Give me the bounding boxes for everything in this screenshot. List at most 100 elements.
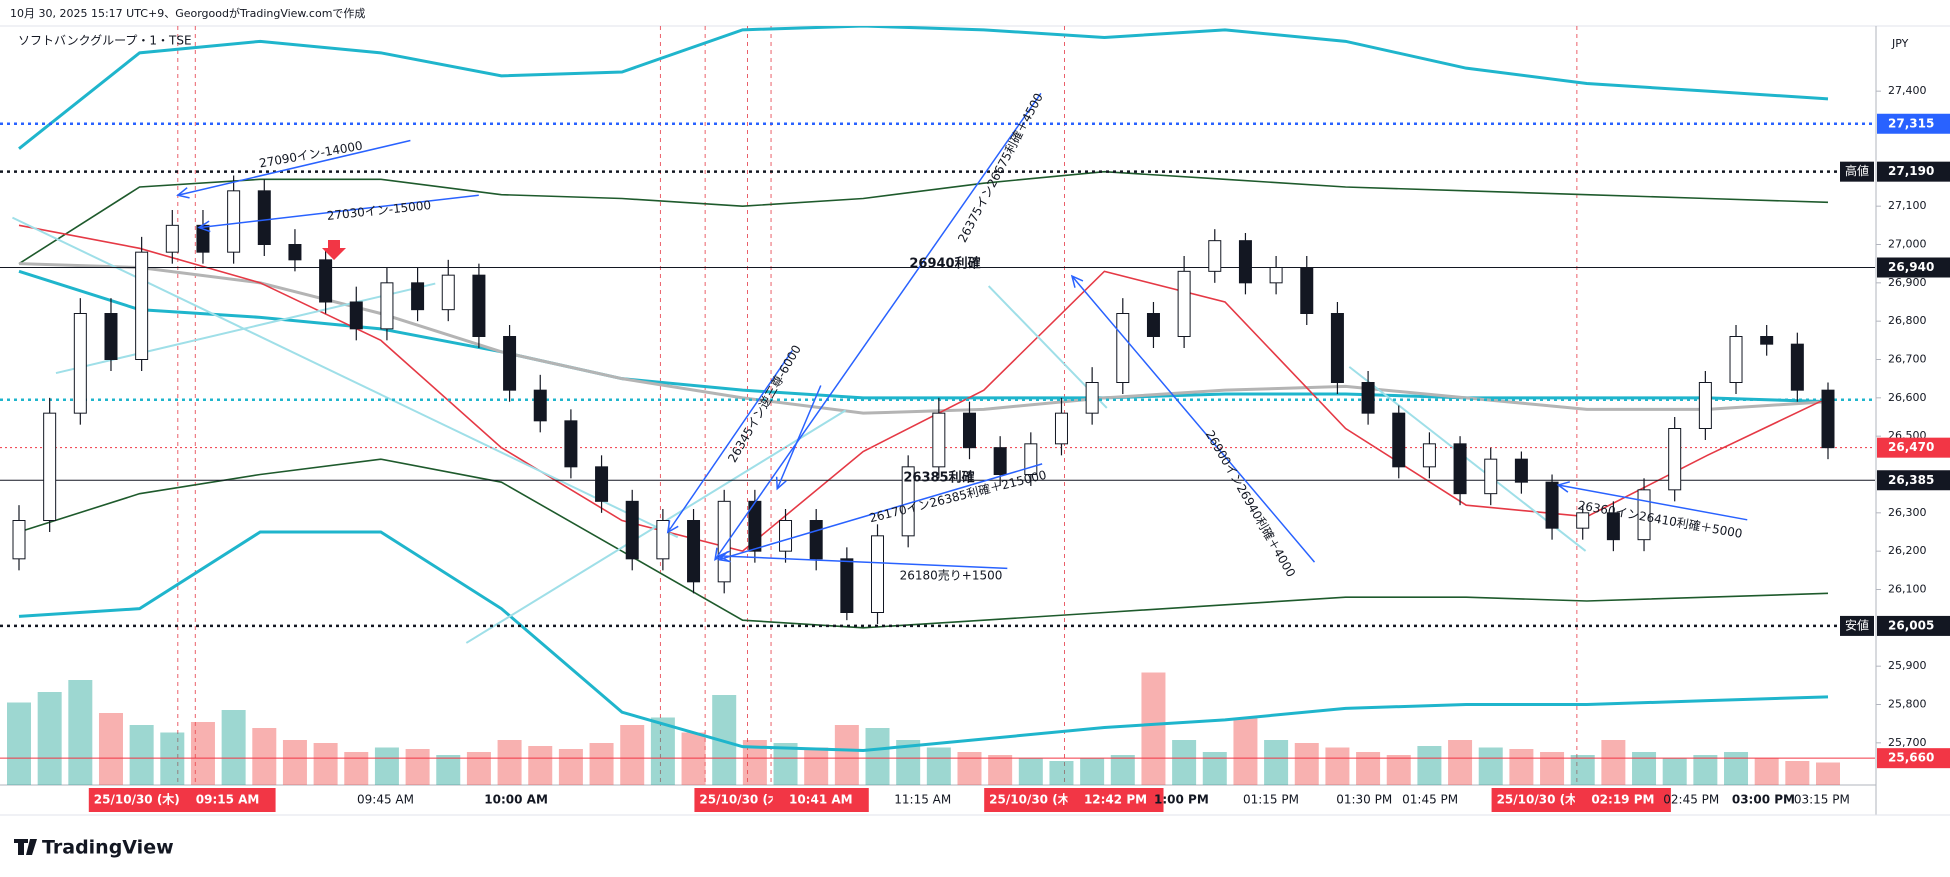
candle-body (104, 313, 118, 360)
volume-bar (374, 747, 399, 785)
volume-bar (313, 743, 338, 785)
candle-body (1269, 267, 1283, 284)
candle-body (472, 274, 486, 337)
candle-body (656, 520, 670, 560)
volume-bar (650, 717, 675, 785)
arrow (1558, 484, 1748, 521)
candle-body (319, 259, 333, 303)
candle-body (1668, 428, 1682, 491)
arrow (177, 139, 411, 196)
y-tick-label: 26,800 (1888, 314, 1927, 327)
volume-bar (1172, 740, 1197, 785)
candle-body (1392, 412, 1406, 468)
volume-bar (497, 740, 522, 785)
y-tick-label: 25,900 (1888, 659, 1927, 672)
candle-body (1576, 512, 1590, 529)
arrow (776, 385, 822, 490)
time-label: 1:00 PM (1154, 793, 1209, 807)
volume-bar (160, 732, 185, 785)
volume-bar (926, 747, 951, 785)
volume-bar (1417, 746, 1442, 785)
candle-body (1453, 443, 1467, 495)
price-label-box (1877, 615, 1950, 636)
arrow (1071, 275, 1316, 563)
candle-body (1606, 512, 1620, 541)
y-tick-label: 26,300 (1888, 506, 1927, 519)
price-tag-box (1840, 161, 1874, 182)
brand: TradingView (42, 837, 174, 859)
time-label: 02:45 PM (1663, 793, 1719, 807)
y-tick-label: 26,200 (1888, 544, 1927, 557)
candle-body (1545, 481, 1559, 529)
volume-bar (1509, 749, 1534, 785)
y-tick-label: 27,100 (1888, 199, 1927, 212)
time-label: 25/10/30 (木) (1497, 792, 1583, 807)
time-label: 25/10/30 (木) (989, 792, 1075, 807)
candle-body (1361, 382, 1375, 414)
time-label: 03:15 PM (1794, 793, 1850, 807)
time-label: 01:30 PM (1336, 793, 1392, 807)
trend-line (55, 282, 436, 375)
time-label-box (984, 788, 1081, 812)
time-label: 02:19 PM (1591, 793, 1654, 807)
time-label: 12:42 PM (1084, 793, 1147, 807)
candle-body (1422, 443, 1436, 468)
candle-body (932, 412, 946, 468)
candle-body (687, 520, 701, 583)
time-label-box (179, 788, 276, 812)
volume-bar (558, 749, 583, 785)
candle-body (1821, 389, 1835, 449)
volume-bar (436, 755, 461, 785)
arrow (718, 463, 1043, 561)
candle-body (1116, 313, 1130, 383)
arrow (714, 92, 1042, 561)
volume-bar (252, 728, 277, 785)
volume-bar (190, 722, 215, 785)
indicator-line (18, 26, 1829, 150)
price-tag: 高値 (1845, 163, 1869, 178)
logo-mark (14, 839, 37, 855)
volume-bar (405, 749, 430, 785)
arrow-head (176, 187, 190, 199)
header: 10月 30, 2025 15:17 UTC+9、GeorgoodがTradin… (10, 6, 365, 20)
candle-body (1238, 240, 1252, 284)
time-label-box (1574, 788, 1671, 812)
y-tick-label: 27,000 (1888, 238, 1927, 251)
candle-body (503, 336, 517, 391)
volume-bar (957, 752, 982, 785)
arrow (718, 555, 1008, 570)
volume-bar (1202, 752, 1227, 785)
time-label: 25/10/30 (木) (699, 792, 785, 807)
volume-bar (1662, 758, 1687, 785)
arrow-head (197, 220, 211, 233)
arrow (198, 194, 479, 229)
price-label: 26,470 (1888, 440, 1934, 454)
candle-body (43, 412, 57, 521)
indicator-line (18, 170, 1829, 265)
volume-bar (1080, 758, 1105, 785)
candle-body (809, 520, 823, 560)
time-label: 01:45 PM (1402, 793, 1458, 807)
volume-bar (1816, 762, 1840, 785)
volume-bar (98, 713, 123, 785)
time-label-box (1067, 788, 1164, 812)
arrow (667, 350, 793, 533)
arrow-head (666, 520, 679, 534)
volume-bar (1601, 740, 1626, 785)
volume-bar (1386, 755, 1411, 785)
time-label-box (88, 788, 185, 812)
volume-bar (1448, 740, 1473, 785)
candle-body (1637, 489, 1651, 541)
candle-body (349, 301, 363, 330)
price-label: 27,315 (1888, 116, 1934, 130)
candle-body (288, 244, 302, 261)
volume-bar (68, 680, 93, 785)
volume-bar (620, 725, 645, 785)
currency: JPY (1891, 37, 1909, 50)
volume-bar (1264, 740, 1289, 785)
time-label-box (1491, 788, 1588, 812)
candle-body (1514, 458, 1528, 483)
volume-bar (466, 752, 491, 785)
volume-bar (988, 755, 1013, 785)
